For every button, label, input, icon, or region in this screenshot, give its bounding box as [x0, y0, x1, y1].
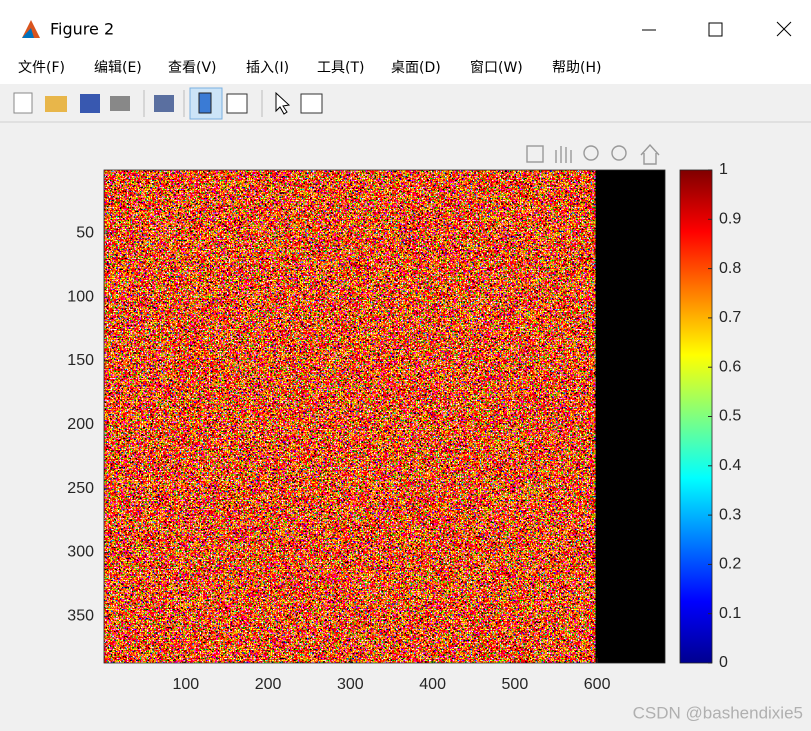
x-tick-label: 400 [419, 676, 446, 693]
menu-item[interactable]: 工具(T) [317, 60, 364, 76]
colorbar-tick-label: 1 [719, 161, 728, 178]
y-tick-label: 250 [67, 480, 94, 497]
menu-item[interactable]: 窗口(W) [470, 59, 523, 76]
menu-item[interactable]: 编辑(E) [94, 60, 142, 76]
colorbar-tick-label: 0.1 [719, 605, 741, 622]
menu-item[interactable]: 插入(I) [246, 60, 289, 76]
property-button[interactable] [301, 94, 322, 113]
menu-item[interactable]: 查看(V) [168, 60, 217, 76]
figure-window: Figure 2 100 200 300 400 500 600 50 100 150 200 25… [0, 0, 811, 731]
colorbar-tick-label: 0.6 [719, 358, 741, 375]
colorbar [680, 170, 712, 663]
menu-item[interactable]: 文件(F) [18, 60, 65, 76]
menu-item[interactable]: 帮助(H) [552, 60, 601, 76]
x-tick-label: 300 [337, 676, 364, 693]
y-tick-label: 50 [76, 224, 94, 241]
image-noise [104, 170, 595, 663]
y-tick-label: 100 [67, 288, 94, 305]
new-button[interactable] [14, 93, 32, 113]
watermark: CSDN @bashendixie5 [633, 703, 803, 722]
colorbar-tick-label: 0.5 [719, 408, 741, 425]
save-button[interactable] [80, 94, 100, 113]
y-tick-label: 200 [67, 416, 94, 433]
x-tick-label: 200 [255, 676, 282, 693]
axes: 100 200 300 400 500 600 50 100 150 200 250 300 350 0 0… [67, 161, 741, 693]
x-tick-label: 600 [584, 676, 611, 693]
legend-button[interactable] [227, 94, 247, 113]
y-tick-label: 300 [67, 544, 94, 561]
link-button[interactable] [154, 95, 174, 112]
colorbar-tick-label: 0.4 [719, 457, 741, 474]
window-title: Figure 2 [50, 20, 114, 39]
colorbar-tick-label: 0.7 [719, 309, 741, 326]
colorbar-icon [199, 93, 211, 113]
colorbar-tick-label: 0.9 [719, 211, 741, 228]
print-button[interactable] [110, 96, 130, 111]
menu-item[interactable]: 桌面(D) [391, 60, 441, 76]
x-tick-label: 500 [502, 676, 529, 693]
y-tick-label: 150 [67, 352, 94, 369]
colorbar-tick-label: 0.3 [719, 506, 741, 523]
open-button[interactable] [45, 96, 67, 112]
x-tick-label: 100 [172, 676, 199, 693]
colorbar-tick-label: 0 [719, 654, 728, 671]
colorbar-tick-label: 0.8 [719, 260, 741, 277]
y-tick-label: 350 [67, 608, 94, 625]
title-bar [0, 0, 811, 52]
colorbar-tick-label: 0.2 [719, 556, 741, 573]
